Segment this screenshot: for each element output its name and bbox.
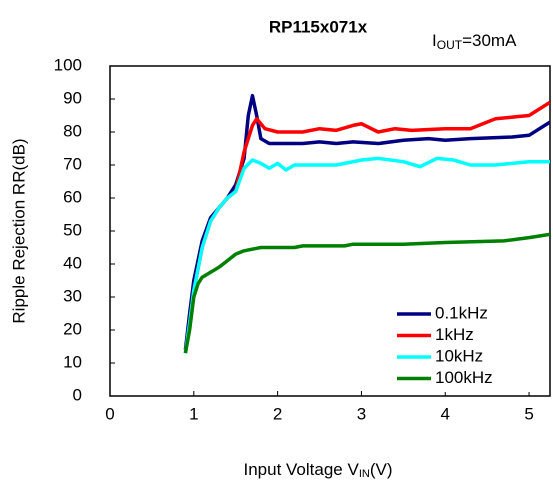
y-tick-label: 0 (73, 385, 82, 404)
y-tick-label: 10 (63, 352, 82, 371)
x-tick-label: 1 (189, 404, 198, 423)
annotation-text: I (432, 31, 437, 50)
x-label-sub: IN (359, 468, 370, 480)
x-tick-label: 2 (273, 404, 282, 423)
annotation-text: =30mA (462, 31, 517, 50)
x-axis-label: Input Voltage VIN(V) (244, 460, 393, 479)
legend-label: 10kHz (435, 346, 483, 365)
legend: 0.1kHz 1kHz 10kHz 100kHz (393, 302, 548, 392)
x-tick-label: 4 (441, 404, 450, 423)
y-tick-label: 40 (63, 253, 82, 272)
y-tick-label: 90 (63, 88, 82, 107)
y-tick-label: 100 (54, 55, 82, 74)
x-tick-label: 5 (524, 404, 533, 423)
y-tick-label: 30 (63, 286, 82, 305)
series-line (183, 156, 550, 354)
x-label-text: (V) (370, 460, 393, 479)
legend-label: 100kHz (435, 368, 493, 387)
y-tick-label: 80 (63, 121, 82, 140)
legend-label: 1kHz (435, 325, 474, 344)
annotation: IOUT=30mA (432, 31, 517, 52)
chart-title: RP115x071x (269, 17, 368, 36)
y-tick-label: 20 (63, 319, 82, 338)
series-line (183, 232, 550, 354)
y-tick-label: 50 (63, 220, 82, 239)
legend-label: 0.1kHz (435, 303, 488, 322)
x-label-text: Input Voltage V (244, 460, 360, 479)
y-tick-label: 60 (63, 187, 82, 206)
plot-lines (183, 93, 550, 354)
y-axis-label: Ripple Rejection RR(dB) (9, 138, 28, 323)
annotation-sub: OUT (437, 38, 463, 52)
x-tick-label: 0 (105, 404, 114, 423)
x-tick-label: 3 (357, 404, 366, 423)
y-tick-label: 70 (63, 154, 82, 173)
